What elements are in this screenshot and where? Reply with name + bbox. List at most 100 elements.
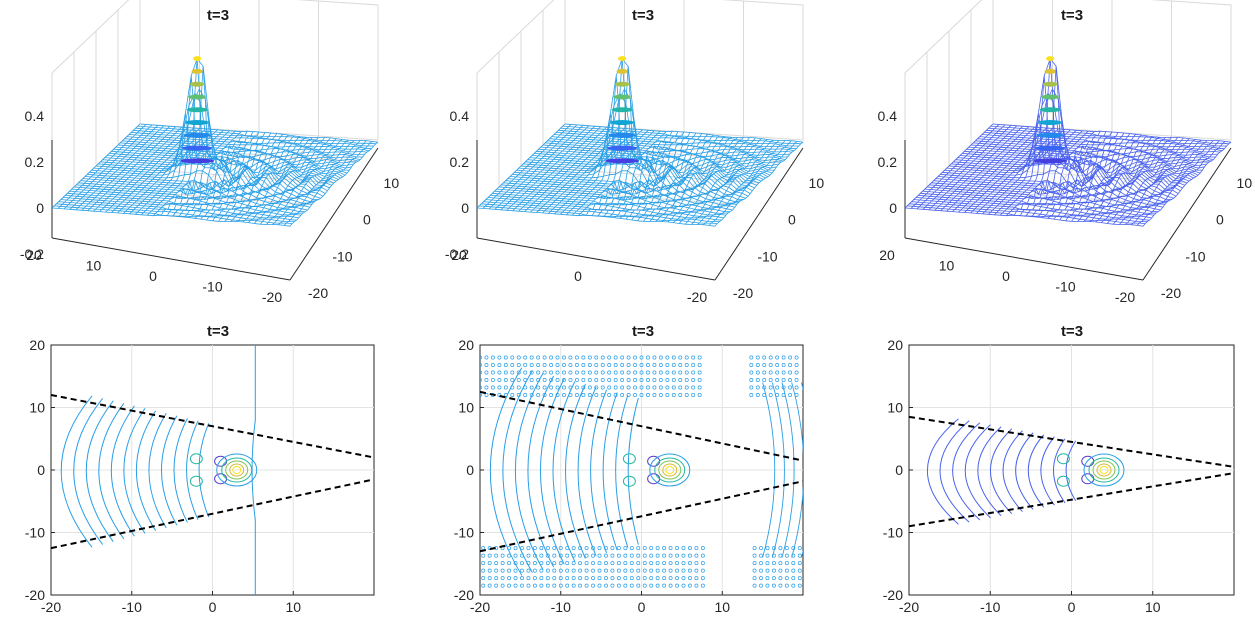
noise-dot: [574, 370, 579, 375]
noise-dot: [620, 385, 625, 390]
dashed-boundary-line: [51, 478, 374, 550]
peak-contour: [225, 460, 249, 480]
noise-dot: [684, 385, 689, 390]
noise-dot: [513, 546, 518, 551]
mesh-line: [56, 203, 295, 222]
mesh-line: [911, 201, 1150, 221]
noise-dot: [791, 568, 796, 573]
mesh-line: [918, 195, 1157, 214]
y-tick-label: -20: [1161, 285, 1181, 301]
noise-dot: [581, 355, 586, 360]
noise-dot: [768, 393, 773, 397]
noise-dot: [797, 568, 802, 573]
noise-dot: [759, 583, 763, 588]
contour-lobe: [1056, 475, 1070, 487]
noise-dot: [597, 553, 602, 558]
y-tick-label: 20: [887, 337, 903, 353]
noise-dot: [629, 576, 634, 581]
noise-dot: [574, 378, 579, 382]
noise-dot: [578, 576, 583, 581]
noise-dot: [513, 576, 518, 581]
dashed-boundary-line: [909, 472, 1234, 528]
noise-dot: [480, 370, 482, 375]
noise-dot: [636, 583, 641, 588]
noise-dot: [545, 583, 550, 588]
noise-dot: [658, 355, 663, 360]
mesh-line: [931, 182, 1170, 203]
noise-dot: [633, 355, 637, 360]
peak-band: [193, 56, 202, 62]
noise-dot: [620, 355, 625, 360]
noise-dot: [600, 378, 605, 382]
noise-dot: [658, 378, 663, 382]
noise-dot: [688, 576, 692, 581]
wave-ring: [60, 395, 93, 548]
noise-dot: [587, 363, 592, 367]
wave-ring: [1053, 438, 1066, 504]
x-tick-label: -20: [470, 599, 490, 615]
noise-dot: [607, 385, 612, 390]
mesh-line: [942, 170, 1181, 192]
noise-dot: [784, 568, 789, 573]
noise-dot: [639, 378, 644, 382]
x-tick-label: 0: [1068, 599, 1076, 615]
noise-dot: [755, 355, 760, 360]
noise-dot: [526, 576, 531, 581]
wave-ring: [990, 428, 1013, 514]
z-tick-label: -0.2: [20, 246, 44, 262]
noise-dot: [542, 378, 547, 382]
peak-contour: [1092, 460, 1116, 480]
peak-band: [608, 132, 636, 138]
noise-dot: [633, 370, 637, 375]
wave-ring: [952, 422, 981, 521]
noise-dot: [604, 568, 608, 573]
noise-dot: [629, 561, 634, 566]
noise-dot: [558, 576, 563, 581]
noise-dot: [542, 355, 547, 360]
noise-dot: [610, 568, 615, 573]
mesh-line: [206, 135, 295, 221]
noise-dot: [613, 378, 618, 382]
noise-dot: [691, 363, 696, 367]
noise-dot: [688, 568, 692, 573]
noise-dot: [510, 393, 515, 397]
noise-dot: [668, 553, 673, 558]
z-tick-label: 0: [461, 200, 469, 216]
noise-dot: [749, 355, 754, 360]
noise-dot: [536, 393, 541, 397]
noise-dot: [768, 363, 773, 367]
mesh-line: [218, 136, 307, 222]
noise-dot: [500, 553, 505, 558]
wave-ring: [502, 370, 533, 573]
back-wall-right: [139, 0, 379, 141]
noise-dot: [655, 568, 660, 573]
noise-dot: [610, 561, 615, 566]
noise-dot: [604, 561, 608, 566]
noise-dot: [762, 370, 767, 375]
y-tick-label: 10: [809, 175, 825, 191]
surface-mesh: [904, 57, 1232, 227]
noise-dot: [565, 561, 570, 566]
noise-dot: [765, 583, 770, 588]
noise-dot: [597, 546, 602, 551]
noise-dot: [658, 363, 663, 367]
peak-contour: [649, 453, 691, 487]
z-tick-label: 0.4: [25, 108, 45, 124]
noise-dot: [616, 553, 621, 558]
noise-dot: [784, 553, 789, 558]
mesh-line: [242, 137, 331, 223]
noise-dot: [675, 568, 679, 573]
noise-dot: [490, 385, 495, 390]
noise-dot: [587, 393, 592, 397]
noise-dot: [691, 378, 696, 382]
noise-dot: [532, 576, 537, 581]
noise-dot: [697, 370, 702, 375]
wave-ring: [1027, 434, 1045, 508]
noise-dot: [510, 355, 515, 360]
noise-dot: [565, 576, 570, 581]
dashed-boundary-line: [51, 394, 374, 459]
noise-dot: [646, 355, 650, 360]
noise-dot: [755, 385, 760, 390]
z-tick-label: 0.4: [450, 108, 470, 124]
wave-ring: [602, 392, 618, 551]
